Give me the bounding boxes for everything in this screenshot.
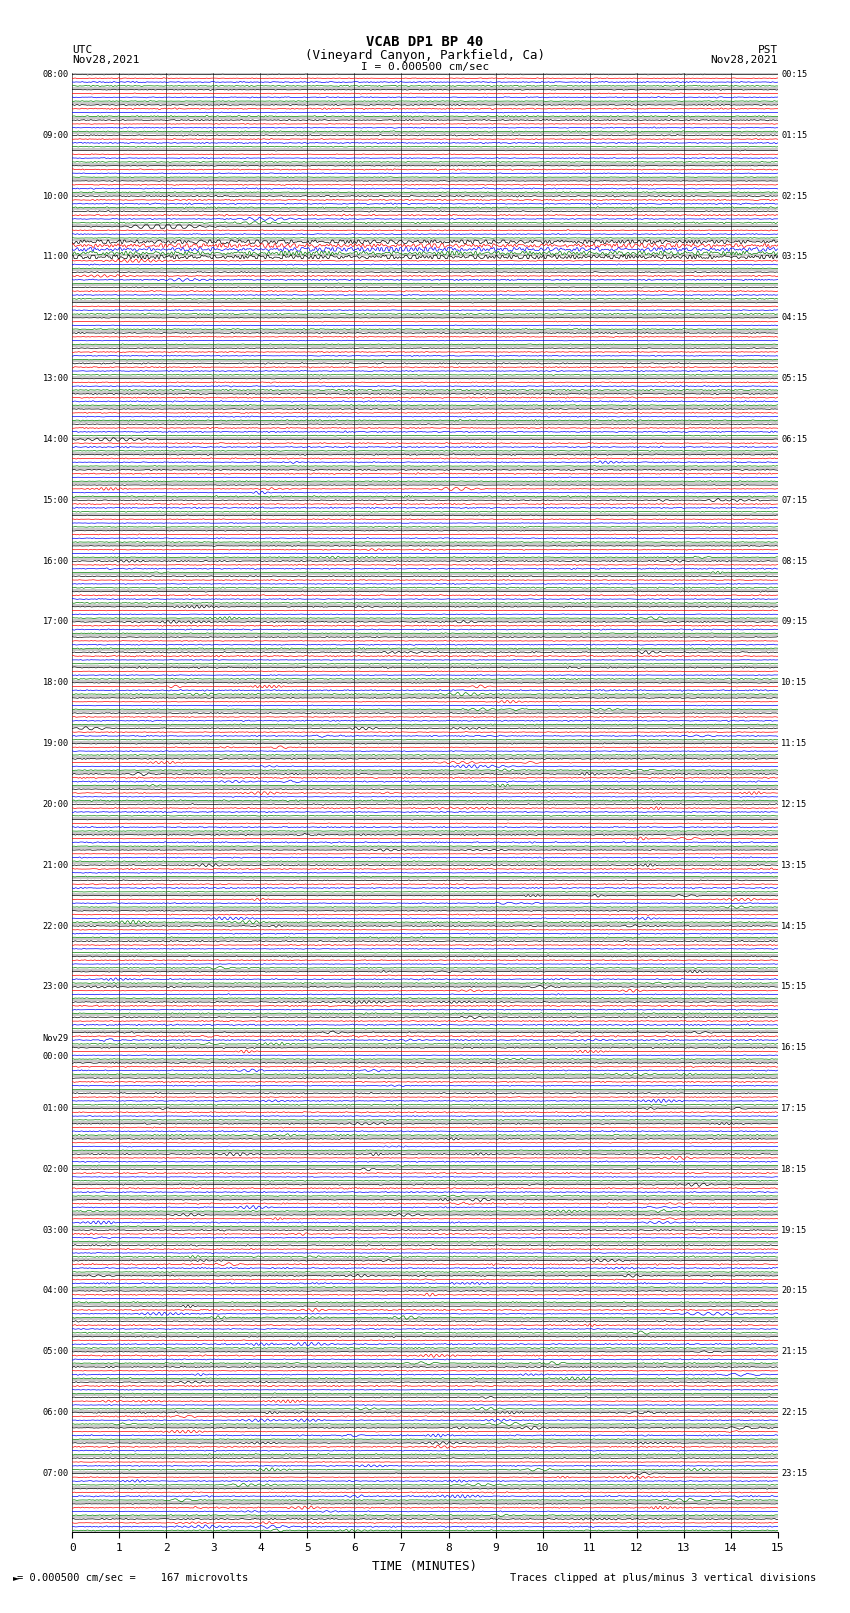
Text: 22:15: 22:15 (781, 1408, 807, 1418)
Text: 11:00: 11:00 (42, 253, 69, 261)
Text: PST: PST (757, 45, 778, 55)
Text: Nov28,2021: Nov28,2021 (711, 55, 778, 65)
Text: 05:15: 05:15 (781, 374, 807, 384)
Text: 01:15: 01:15 (781, 131, 807, 140)
Text: 15:15: 15:15 (781, 982, 807, 992)
Text: 07:15: 07:15 (781, 495, 807, 505)
Text: 06:00: 06:00 (42, 1408, 69, 1418)
Text: 19:15: 19:15 (781, 1226, 807, 1234)
Text: 16:15: 16:15 (781, 1044, 807, 1052)
Text: 17:15: 17:15 (781, 1103, 807, 1113)
Text: 09:00: 09:00 (42, 131, 69, 140)
Text: 18:15: 18:15 (781, 1165, 807, 1174)
Text: 05:00: 05:00 (42, 1347, 69, 1357)
Text: = 0.000500 cm/sec =    167 microvolts: = 0.000500 cm/sec = 167 microvolts (17, 1573, 248, 1582)
Text: 22:00: 22:00 (42, 921, 69, 931)
Text: 21:15: 21:15 (781, 1347, 807, 1357)
Text: 04:15: 04:15 (781, 313, 807, 323)
Text: VCAB DP1 BP 40: VCAB DP1 BP 40 (366, 35, 484, 48)
Text: 18:00: 18:00 (42, 677, 69, 687)
Text: 01:00: 01:00 (42, 1103, 69, 1113)
Text: 19:00: 19:00 (42, 739, 69, 748)
Text: UTC: UTC (72, 45, 93, 55)
Text: Traces clipped at plus/minus 3 vertical divisions: Traces clipped at plus/minus 3 vertical … (510, 1573, 816, 1582)
X-axis label: TIME (MINUTES): TIME (MINUTES) (372, 1560, 478, 1573)
Text: Nov29: Nov29 (42, 1034, 69, 1044)
Text: 12:00: 12:00 (42, 313, 69, 323)
Text: 02:00: 02:00 (42, 1165, 69, 1174)
Text: 00:00: 00:00 (42, 1052, 69, 1061)
Text: 23:00: 23:00 (42, 982, 69, 992)
Text: 10:00: 10:00 (42, 192, 69, 200)
Text: 08:00: 08:00 (42, 69, 69, 79)
Text: Nov28,2021: Nov28,2021 (72, 55, 139, 65)
Text: 13:15: 13:15 (781, 861, 807, 869)
Text: 04:00: 04:00 (42, 1287, 69, 1295)
Text: 14:15: 14:15 (781, 921, 807, 931)
Text: 21:00: 21:00 (42, 861, 69, 869)
Text: 09:15: 09:15 (781, 618, 807, 626)
Text: 10:15: 10:15 (781, 677, 807, 687)
Text: 11:15: 11:15 (781, 739, 807, 748)
Text: 20:00: 20:00 (42, 800, 69, 808)
Text: 00:15: 00:15 (781, 69, 807, 79)
Text: 06:15: 06:15 (781, 436, 807, 444)
Text: ►: ► (13, 1573, 20, 1582)
Text: 20:15: 20:15 (781, 1287, 807, 1295)
Text: 14:00: 14:00 (42, 436, 69, 444)
Text: 17:00: 17:00 (42, 618, 69, 626)
Text: 02:15: 02:15 (781, 192, 807, 200)
Text: 13:00: 13:00 (42, 374, 69, 384)
Text: 08:15: 08:15 (781, 556, 807, 566)
Text: 16:00: 16:00 (42, 556, 69, 566)
Text: 03:15: 03:15 (781, 253, 807, 261)
Text: 12:15: 12:15 (781, 800, 807, 808)
Text: 23:15: 23:15 (781, 1469, 807, 1478)
Text: 15:00: 15:00 (42, 495, 69, 505)
Text: 07:00: 07:00 (42, 1469, 69, 1478)
Text: 03:00: 03:00 (42, 1226, 69, 1234)
Text: I = 0.000500 cm/sec: I = 0.000500 cm/sec (361, 63, 489, 73)
Text: (Vineyard Canyon, Parkfield, Ca): (Vineyard Canyon, Parkfield, Ca) (305, 50, 545, 63)
